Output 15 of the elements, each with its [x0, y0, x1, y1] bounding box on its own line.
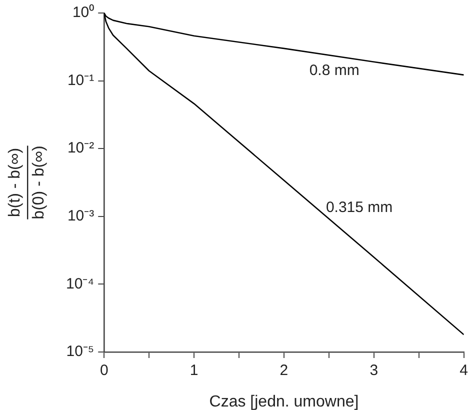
- y-tick-label: 10⁻⁴: [66, 275, 94, 292]
- x-tick-label: 1: [190, 362, 198, 380]
- y-tick-label: 10⁰: [72, 4, 94, 22]
- y-tick-label: 10⁻²: [67, 140, 94, 157]
- y-axis-title: b(t) - b(∞) b(0) - b(∞): [6, 146, 48, 220]
- y-tick-label: 10⁻¹: [67, 72, 94, 89]
- y-tick-label: 10⁻³: [67, 208, 94, 225]
- x-tick-label: 0: [100, 362, 108, 380]
- x-tick-label: 3: [370, 362, 378, 380]
- series-label: 0.315 mm: [326, 199, 393, 216]
- series-label: 0.8 mm: [309, 62, 360, 80]
- x-axis-title: Czas [jedn. umowne]: [209, 393, 359, 410]
- x-tick-label: 2: [280, 362, 288, 380]
- y-tick-label: 10⁻⁵: [66, 343, 94, 360]
- x-tick-label: 4: [460, 362, 468, 380]
